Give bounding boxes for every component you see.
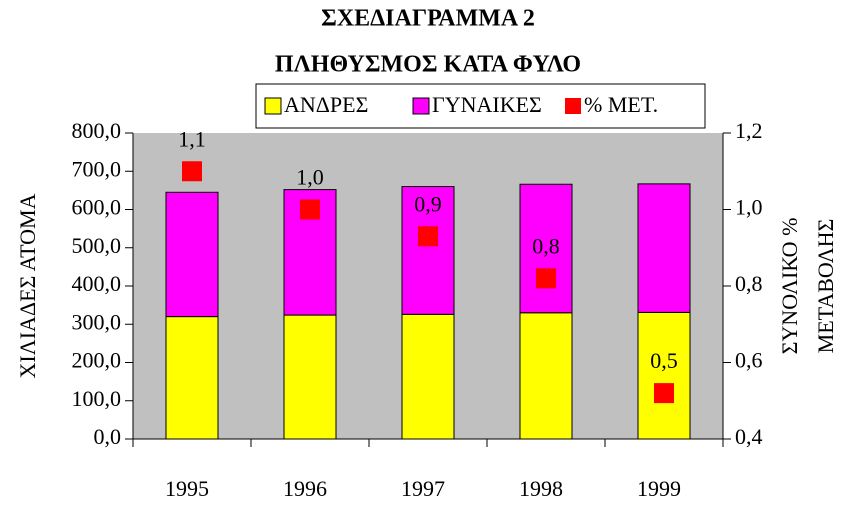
marker bbox=[182, 161, 202, 182]
legend-swatch bbox=[565, 98, 581, 114]
chart-title: ΣΧΕΔΙΑΓΡΑΜΜΑ 2 bbox=[321, 6, 535, 32]
y-tick-label: 300,0 bbox=[72, 309, 122, 334]
legend-box bbox=[255, 83, 706, 129]
bar-segment bbox=[165, 316, 219, 440]
bar-segment bbox=[401, 186, 455, 315]
y-tick-label: 200,0 bbox=[72, 348, 122, 373]
y-axis-label: ΧΙΛΙΑΔΕΣ ΑΤΟΜΑ bbox=[15, 193, 40, 378]
x-tick-label: 1999 bbox=[637, 476, 681, 501]
y2-axis-label: ΜΕΤΑΒΟΛΗΣ bbox=[813, 219, 838, 354]
marker bbox=[654, 383, 674, 404]
y2-tick-label: 0,8 bbox=[735, 271, 763, 296]
bar-segment bbox=[283, 314, 337, 440]
bar-segment bbox=[401, 313, 455, 440]
bar-segment bbox=[519, 312, 573, 440]
y2-tick-label: 1,0 bbox=[735, 195, 763, 220]
legend-swatch bbox=[412, 97, 430, 115]
y-tick-label: 600,0 bbox=[72, 195, 122, 220]
bar-segment bbox=[637, 183, 691, 313]
marker bbox=[536, 268, 556, 289]
data-label: 0,8 bbox=[532, 233, 560, 258]
x-tick-label: 1998 bbox=[519, 476, 563, 501]
bar-segment bbox=[637, 311, 691, 440]
data-label: 1,0 bbox=[296, 165, 324, 190]
y-tick-label: 800,0 bbox=[72, 118, 122, 143]
legend-label: ΑΝΔΡΕΣ bbox=[284, 92, 368, 117]
y-tick-label: 100,0 bbox=[72, 386, 122, 411]
y-tick-label: 500,0 bbox=[72, 233, 122, 258]
legend-label: ΓΥΝΑΙΚΕΣ bbox=[432, 92, 542, 117]
y2-tick-label: 1,2 bbox=[735, 118, 763, 143]
y2-tick-label: 0,6 bbox=[735, 348, 763, 373]
x-tick-label: 1997 bbox=[401, 476, 445, 501]
y2-tick-label: 0,4 bbox=[735, 424, 763, 449]
x-tick-label: 1995 bbox=[165, 476, 209, 501]
bar-segment bbox=[165, 191, 219, 318]
marker bbox=[300, 199, 320, 220]
y-tick-label: 0,0 bbox=[94, 424, 122, 449]
x-tick-label: 1996 bbox=[283, 476, 327, 501]
data-label: 0,5 bbox=[650, 348, 678, 373]
y-tick-label: 700,0 bbox=[72, 156, 122, 181]
legend-label: % ΜΕΤ. bbox=[584, 92, 658, 117]
marker bbox=[418, 226, 438, 247]
bar-segment bbox=[519, 183, 573, 314]
chart-subtitle: ΠΛΗΘΥΣΜΟΣ ΚΑΤΑ ΦΥΛΟ bbox=[275, 52, 581, 78]
data-label: 0,9 bbox=[414, 191, 442, 216]
data-label: 1,1 bbox=[178, 126, 206, 151]
y2-axis-label: ΣΥΝΟΛΙΚΟ % bbox=[777, 218, 802, 355]
y-tick-label: 400,0 bbox=[72, 271, 122, 296]
legend-swatch bbox=[264, 97, 282, 115]
